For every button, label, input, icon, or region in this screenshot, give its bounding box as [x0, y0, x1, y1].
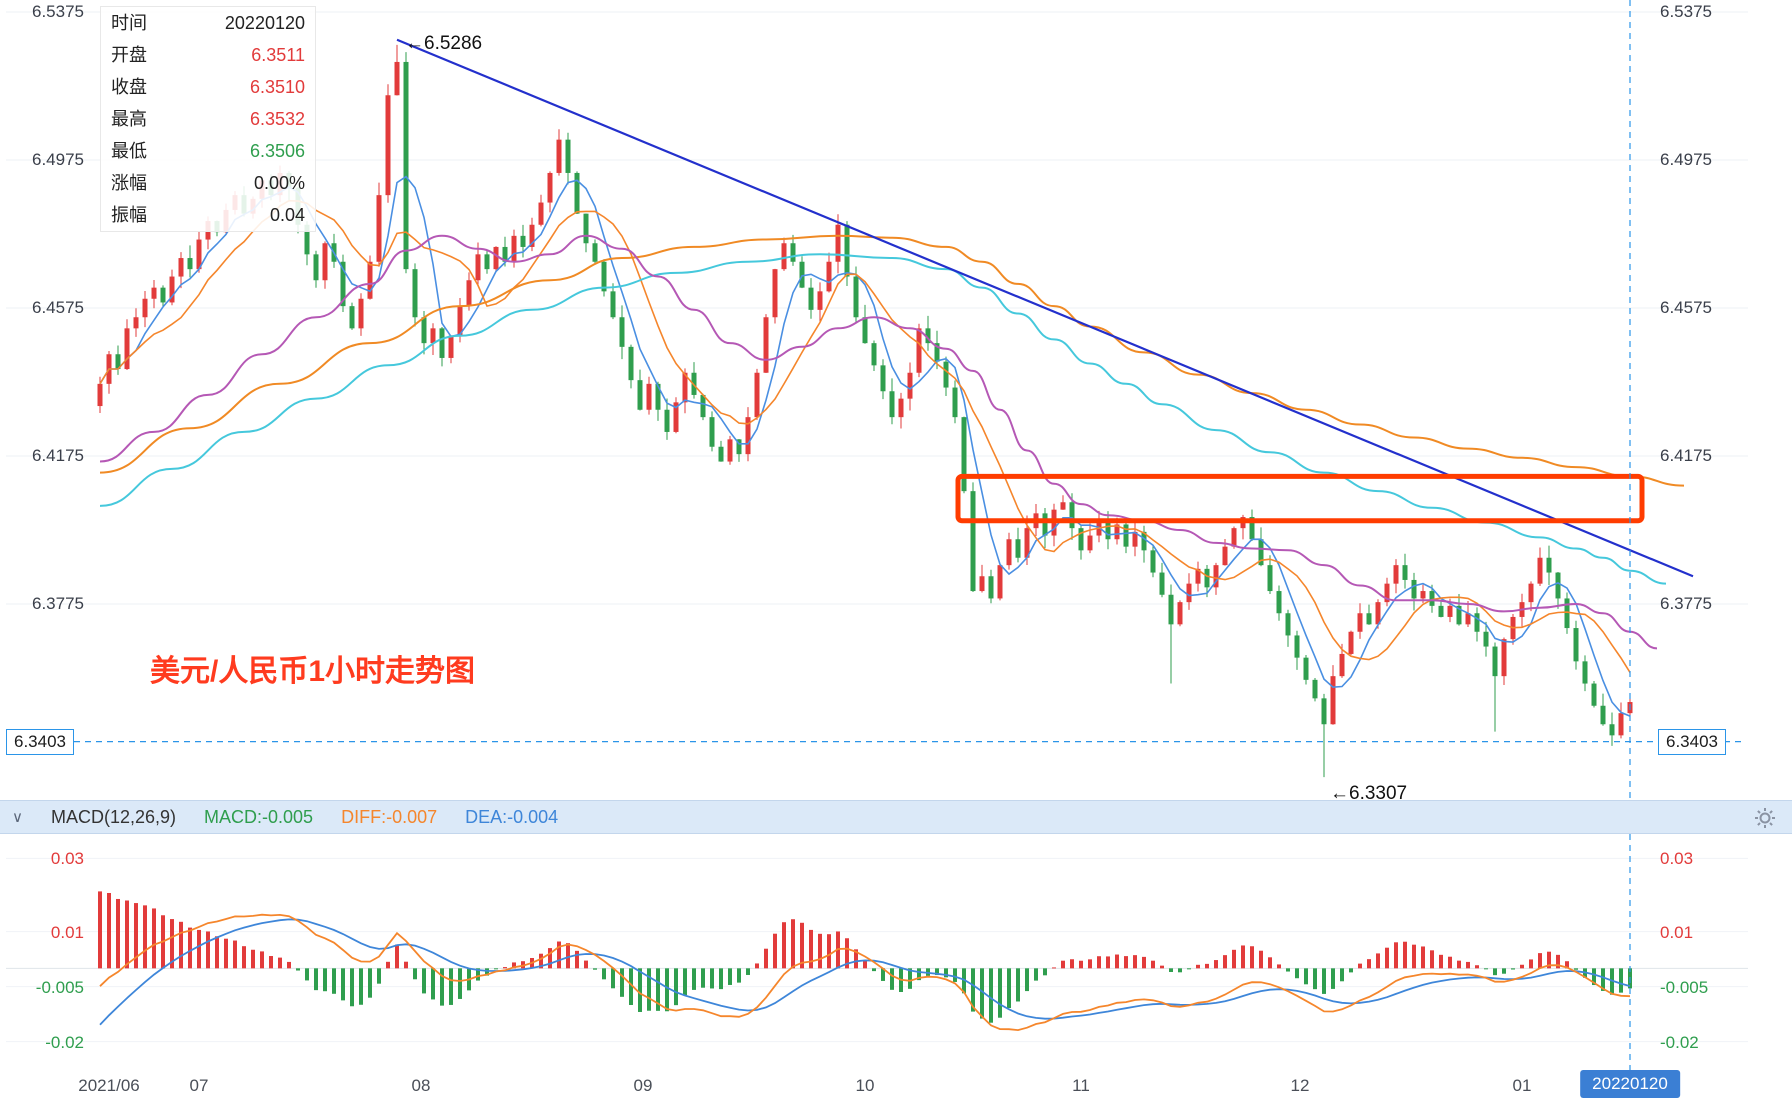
macd-tick: 0.01	[1660, 922, 1694, 942]
dea-value-label: DEA:-0.004	[465, 806, 559, 827]
price-tick: 6.4175	[1660, 446, 1712, 465]
macd-header-bar: ∨ MACD(12,26,9) MACD:-0.005 DIFF:-0.007 …	[0, 800, 1792, 834]
current-price-box-left: 6.3403	[6, 728, 74, 755]
info-row: 开盘 6.3511	[101, 39, 315, 71]
info-row: 最高 6.3532	[101, 103, 315, 135]
info-value: 6.3510	[249, 77, 305, 97]
info-label: 涨幅	[111, 173, 147, 193]
ohlc-info-panel: 时间 20220120 开盘 6.3511 收盘 6.3510 最高 6.3532 最低…	[100, 6, 316, 232]
x-axis-label: 10	[855, 1076, 875, 1095]
low-annotation: ←6.3307	[1330, 783, 1408, 805]
info-value: 6.3506	[249, 141, 305, 161]
x-axis-label: 11	[1072, 1076, 1090, 1095]
info-label: 最低	[111, 141, 147, 161]
macd-value-label: MACD:-0.005	[204, 806, 314, 827]
info-label: 时间	[111, 13, 147, 33]
high-annotation: ←6.5286	[405, 32, 483, 54]
x-axis-label: 08	[411, 1076, 431, 1095]
price-tick: 6.5375	[32, 2, 84, 21]
gear-icon[interactable]	[1754, 807, 1776, 834]
macd-tick: 0.03	[1660, 849, 1694, 869]
price-tick: 6.5375	[1660, 2, 1712, 21]
x-axis-label: 07	[189, 1076, 209, 1095]
macd-chart[interactable]	[0, 834, 1792, 1070]
price-tick: 6.4575	[32, 298, 84, 317]
info-value: 6.3532	[249, 109, 305, 129]
macd-tick: -0.005	[1660, 977, 1709, 997]
price-tick: 6.4575	[1660, 298, 1712, 317]
info-label: 振幅	[111, 205, 147, 225]
macd-tick: -0.02	[1660, 1032, 1699, 1052]
macd-tick: 0.03	[50, 849, 84, 869]
info-value: 20220120	[224, 13, 305, 33]
info-label: 收盘	[111, 77, 147, 97]
info-row: 收盘 6.3510	[101, 71, 315, 103]
price-tick: 6.3775	[1660, 594, 1712, 613]
x-axis-label: 2021/06	[78, 1076, 140, 1095]
macd-tick: 0.01	[50, 922, 84, 942]
x-axis-label: 01	[1512, 1076, 1532, 1095]
info-row: 时间 20220120	[101, 7, 315, 39]
macd-tick: -0.02	[45, 1032, 84, 1052]
x-axis-label: 09	[633, 1076, 653, 1095]
info-value: 0.00%	[253, 173, 305, 193]
price-tick: 6.4975	[1660, 150, 1712, 169]
info-row: 涨幅 0.00%	[101, 167, 315, 199]
diff-value-label: DIFF:-0.007	[341, 806, 438, 827]
macd-indicator-name: MACD(12,26,9)	[50, 806, 177, 827]
info-value: 0.04	[269, 205, 305, 225]
macd-tick: -0.005	[35, 977, 84, 997]
price-tick: 6.3775	[32, 594, 84, 613]
info-value: 6.3511	[251, 45, 305, 65]
chevron-down-icon[interactable]: ∨	[12, 809, 23, 826]
chart-title: 美元/人民币1小时走势图	[150, 655, 476, 688]
info-row: 最低 6.3506	[101, 135, 315, 167]
price-tick: 6.4975	[32, 150, 84, 169]
info-label: 最高	[111, 109, 147, 129]
x-axis-label: 12	[1290, 1076, 1310, 1095]
info-row: 振幅 0.04	[101, 199, 315, 231]
info-label: 开盘	[111, 45, 147, 65]
current-date-label: 20220120	[1580, 1070, 1680, 1098]
price-tick: 6.4175	[32, 446, 84, 465]
main-price-chart[interactable]	[0, 0, 1792, 800]
current-price-box-right: 6.3403	[1658, 728, 1726, 755]
